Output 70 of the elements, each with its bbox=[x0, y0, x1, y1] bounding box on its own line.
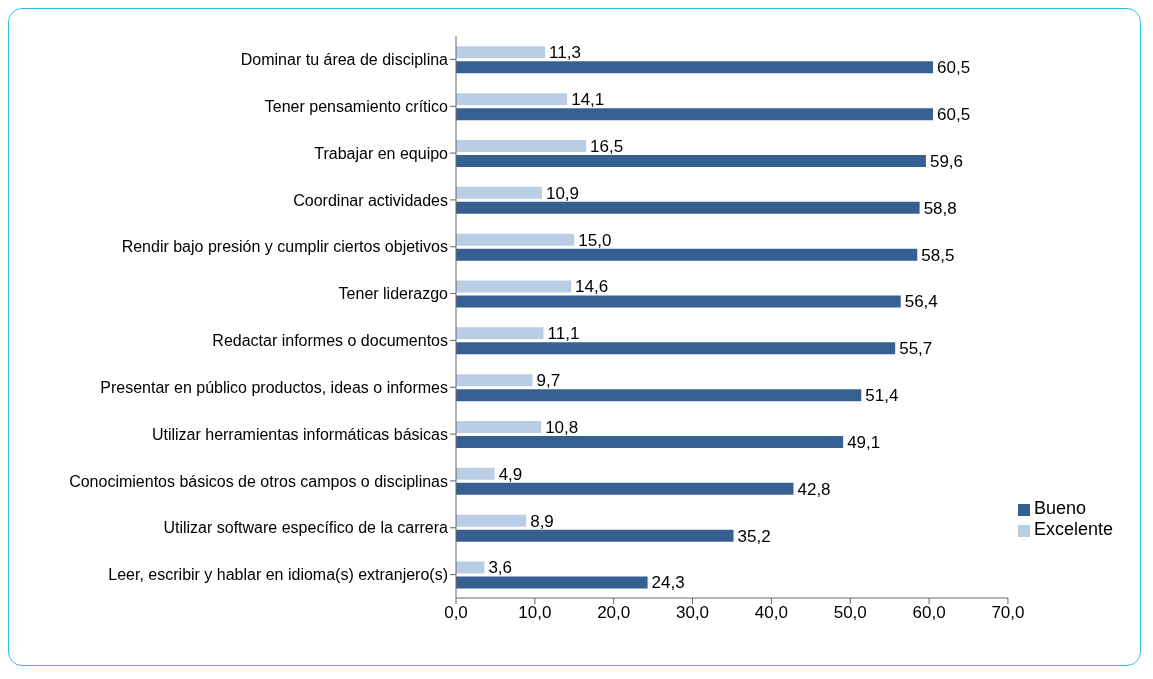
data-label: 58,5 bbox=[921, 245, 955, 265]
bar bbox=[456, 374, 533, 387]
y-tick-label: Presentar en público productos, ideas o informes bbox=[100, 378, 448, 396]
y-tick-label: Leer, escribir y hablar en idioma(s) extranjero(s) bbox=[108, 566, 448, 584]
bar bbox=[456, 46, 546, 59]
x-tick-label: 50,0 bbox=[833, 603, 867, 623]
data-label: 35,2 bbox=[737, 526, 771, 546]
bar bbox=[456, 295, 901, 308]
bar bbox=[456, 248, 918, 261]
data-label: 14,1 bbox=[571, 90, 605, 110]
y-tick-label: Utilizar herramientas informáticas básicas bbox=[151, 425, 448, 443]
bar bbox=[456, 435, 844, 448]
data-label: 4,9 bbox=[498, 464, 523, 484]
legend-label: Bueno bbox=[1033, 498, 1086, 518]
bar bbox=[456, 93, 568, 106]
data-label: 60,5 bbox=[937, 58, 971, 78]
data-label: 10,8 bbox=[545, 417, 579, 437]
bar bbox=[456, 280, 572, 293]
legend-label: Excelente bbox=[1033, 519, 1113, 539]
y-tick-label: Tener liderazgo bbox=[338, 285, 449, 303]
bar bbox=[456, 342, 896, 355]
x-tick-label: 60,0 bbox=[912, 603, 946, 623]
data-label: 15,0 bbox=[578, 230, 612, 250]
bar bbox=[456, 514, 527, 527]
data-label: 11,3 bbox=[549, 43, 581, 63]
x-tick-label: 10,0 bbox=[518, 603, 552, 623]
y-tick-label: Rendir bajo presión y cumplir ciertos objetivos bbox=[121, 238, 448, 256]
bar bbox=[456, 576, 648, 589]
data-label: 58,8 bbox=[923, 198, 957, 218]
data-label: 10,9 bbox=[545, 183, 580, 203]
x-tick-label: 0,0 bbox=[444, 603, 468, 623]
data-label: 56,4 bbox=[904, 292, 938, 312]
y-tick-label: Coordinar actividades bbox=[293, 191, 448, 209]
y-tick-label: Dominar tu área de disciplina bbox=[240, 51, 449, 69]
y-tick-label: Utilizar software específico de la carrera bbox=[163, 519, 449, 537]
bar bbox=[456, 108, 934, 121]
x-tick-label: 40,0 bbox=[754, 603, 788, 623]
bar bbox=[456, 561, 485, 574]
data-label: 24,3 bbox=[651, 573, 685, 593]
bar bbox=[456, 482, 794, 495]
y-tick-label: Redactar informes o documentos bbox=[212, 332, 448, 350]
bar bbox=[456, 154, 926, 167]
y-tick-label: Conocimientos básicos de otros campos o disciplinas bbox=[69, 472, 448, 490]
y-tick-label: Tener pensamiento crítico bbox=[264, 97, 449, 115]
bar bbox=[456, 201, 920, 214]
data-label: 3,6 bbox=[488, 558, 513, 578]
x-tick-label: 70,0 bbox=[991, 603, 1025, 623]
data-label: 11,1 bbox=[547, 324, 580, 344]
data-label: 14,6 bbox=[575, 277, 609, 297]
data-label: 8,9 bbox=[530, 511, 554, 531]
data-label: 9,7 bbox=[536, 371, 561, 391]
data-label: 49,1 bbox=[847, 432, 881, 452]
bar bbox=[456, 327, 544, 340]
x-tick-label: 30,0 bbox=[676, 603, 710, 623]
data-label: 51,4 bbox=[865, 386, 899, 406]
y-tick-label: Trabajar en equipo bbox=[314, 144, 449, 162]
bar bbox=[456, 467, 495, 480]
bar bbox=[456, 233, 575, 246]
data-label: 59,6 bbox=[929, 151, 964, 171]
bar bbox=[456, 529, 734, 542]
bar bbox=[456, 61, 934, 74]
bar bbox=[456, 186, 542, 199]
bar bbox=[456, 389, 862, 402]
data-label: 42,8 bbox=[797, 479, 831, 499]
data-label: 60,5 bbox=[937, 105, 971, 125]
data-label: 16,5 bbox=[590, 136, 624, 156]
bar bbox=[456, 420, 542, 433]
x-tick-label: 20,0 bbox=[597, 603, 631, 623]
bar bbox=[456, 139, 587, 152]
data-label: 55,7 bbox=[899, 339, 933, 359]
